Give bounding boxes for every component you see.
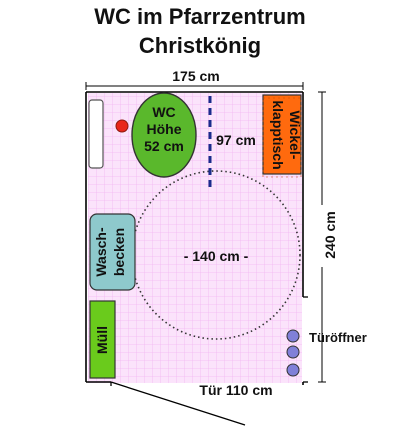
door-opener-button [286, 329, 300, 343]
toilet [131, 92, 197, 178]
door-opener-button [286, 363, 300, 377]
plan-title-line-2: Christkönig [138, 33, 262, 58]
wall-ticks [303, 296, 308, 383]
sink-label-2: becken [111, 228, 127, 276]
changing-table [262, 94, 302, 175]
toilet-label-2: Höhe [147, 121, 182, 137]
door-opener-label: Türöffner [309, 330, 367, 345]
changing-table-label-1: Wickel- [287, 111, 303, 160]
walls [85, 91, 304, 385]
grab-bar-wall [88, 99, 104, 169]
door-opener-button [286, 345, 300, 359]
turning-circle-label: - 140 cm - [184, 248, 249, 264]
door-width-label: Tür 110 cm [199, 382, 272, 398]
toilet-label-3: 52 cm [144, 138, 184, 154]
width-dimension-line [85, 82, 304, 90]
svg-text:175 cm: 175 cm [172, 68, 219, 84]
sink [89, 213, 136, 291]
waste-bin [89, 300, 116, 379]
toilet-clearance-label: 97 cm [216, 132, 256, 148]
waste-bin-label: Müll [94, 326, 110, 354]
height-label: 240 cm [322, 211, 338, 258]
width-label: 175 cm [172, 68, 219, 84]
sink-label-1: Wasch- [93, 227, 109, 277]
turning-circle [131, 170, 301, 340]
plan-title-line-1: WC im Pfarrzentrum [94, 4, 306, 29]
toilet-label-1: WC [152, 104, 175, 120]
changing-table-label-2: klapptisch [270, 100, 286, 169]
door-leaf [110, 381, 246, 426]
flush-button [115, 119, 129, 133]
